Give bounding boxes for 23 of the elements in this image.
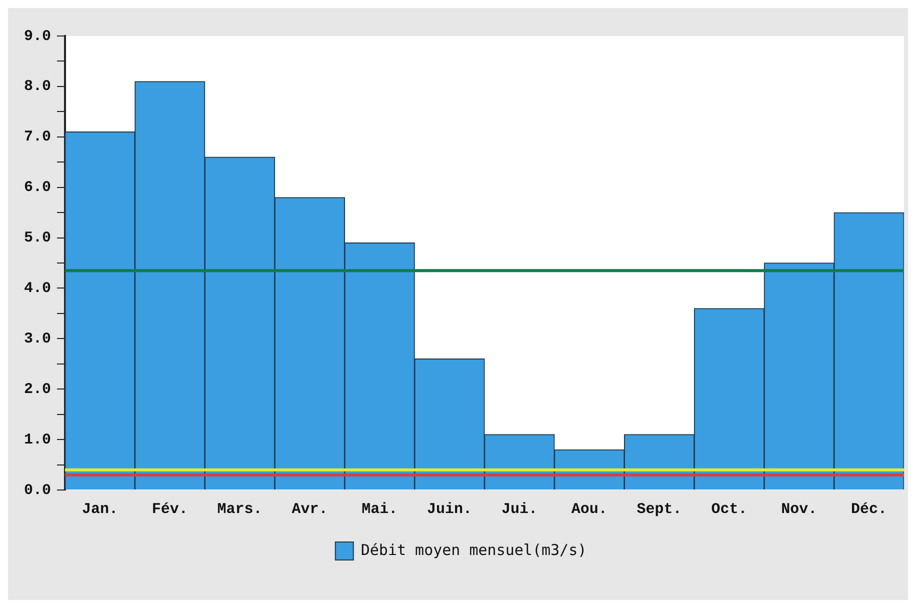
- y-tick-label: 6.0: [24, 179, 52, 196]
- y-tick-label: 8.0: [24, 78, 52, 96]
- x-tick-label: Déc.: [851, 500, 888, 518]
- y-tick-label: 4.0: [24, 280, 52, 298]
- x-tick-label: Nov.: [781, 500, 818, 518]
- x-tick-label: Avr.: [292, 500, 328, 518]
- legend-label: Débit moyen mensuel(m3/s): [360, 540, 587, 559]
- x-tick-label: Aou.: [571, 500, 608, 518]
- y-tick-label: 2.0: [24, 380, 52, 398]
- y-tick-label: 9.0: [24, 28, 52, 45]
- x-tick-label: Mai.: [362, 500, 398, 518]
- y-tick-label: 5.0: [24, 230, 52, 247]
- x-tick-label: Sept.: [636, 500, 682, 518]
- y-tick-label: 3.0: [24, 330, 52, 348]
- x-tick-label: Fév.: [152, 500, 188, 518]
- x-tick-label: Oct.: [711, 500, 748, 518]
- x-tick-label: Juin.: [427, 500, 472, 518]
- x-tick-label: Jan.: [82, 500, 118, 518]
- y-tick-label: 1.0: [24, 431, 52, 448]
- y-tick-label: 7.0: [24, 128, 52, 146]
- x-tick-label: Jui.: [501, 500, 538, 518]
- x-tick-label: Mars.: [217, 500, 262, 518]
- y-tick-label: 0.0: [24, 482, 52, 499]
